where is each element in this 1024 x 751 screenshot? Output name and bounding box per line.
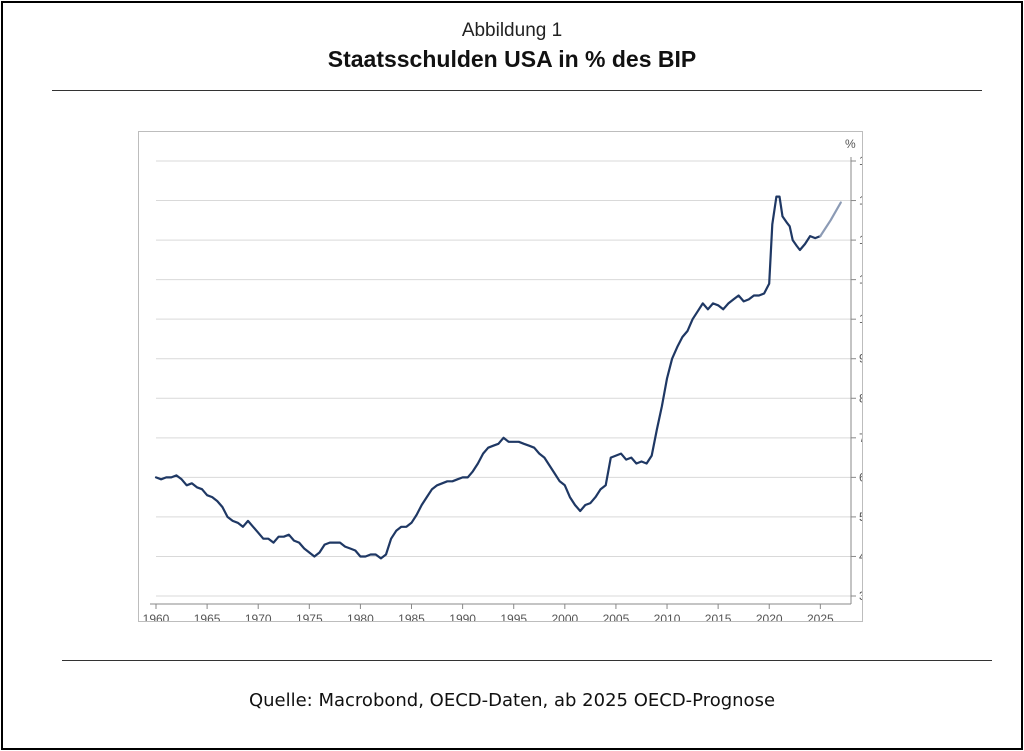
chart-panel: 1960 1965 1970 1975 1980 1985 1990 1995 2000 2005…	[138, 131, 863, 622]
x-tick-label-2020: 2020	[756, 612, 783, 621]
y-tick-label-30: 30	[859, 589, 862, 603]
y-tick-label-80: 80	[859, 391, 862, 405]
y-axis: 30 40 50 60 70 80 90 100 110 120 130 140%	[845, 137, 862, 604]
y-tick-label-90: 90	[859, 352, 862, 366]
y-tick-label-50: 50	[859, 510, 862, 524]
x-tick-label-1990: 1990	[449, 612, 476, 621]
y-tick-label-140: 140	[859, 154, 862, 168]
y-tick-label-100: 100	[859, 312, 862, 326]
series-lines	[154, 195, 842, 560]
x-tick-label-1960: 1960	[143, 612, 170, 621]
y-tick-label-110: 110	[859, 273, 862, 287]
x-tick-label-1965: 1965	[194, 612, 221, 621]
top-divider	[52, 90, 982, 91]
x-tick-label-2015: 2015	[705, 612, 732, 621]
figure-number: Abbildung 1	[461, 20, 563, 41]
debt-line-forecast	[819, 201, 842, 238]
grid-lines	[156, 160, 851, 597]
y-unit-label: %	[845, 137, 856, 151]
x-tick-label-2005: 2005	[603, 612, 630, 621]
x-tick-label-1975: 1975	[296, 612, 323, 621]
debt-line-actual	[154, 195, 822, 560]
x-tick-label-1995: 1995	[500, 612, 527, 621]
chart-title: Staatsschulden USA in % des BIP	[327, 46, 697, 72]
x-tick-label-1970: 1970	[245, 612, 272, 621]
line-chart: 1960 1965 1970 1975 1980 1985 1990 1995 2000 2005…	[143, 137, 862, 621]
x-tick-label-2000: 2000	[551, 612, 578, 621]
x-tick-label-1985: 1985	[398, 612, 425, 621]
y-tick-label-130: 130	[859, 194, 862, 208]
y-tick-label-40: 40	[859, 549, 862, 563]
y-tick-label-120: 120	[859, 233, 862, 247]
x-tick-label-1980: 1980	[347, 612, 374, 621]
y-tick-label-70: 70	[859, 431, 862, 445]
x-tick-label-2025: 2025	[807, 612, 834, 621]
source-note: Quelle: Macrobond, OECD-Daten, ab 2025 O…	[248, 690, 776, 711]
x-axis: 1960 1965 1970 1975 1980 1985 1990 1995 2000 2005…	[143, 603, 851, 621]
x-tick-label-2010: 2010	[654, 612, 681, 621]
y-tick-label-60: 60	[859, 470, 862, 484]
bottom-divider	[62, 660, 992, 661]
